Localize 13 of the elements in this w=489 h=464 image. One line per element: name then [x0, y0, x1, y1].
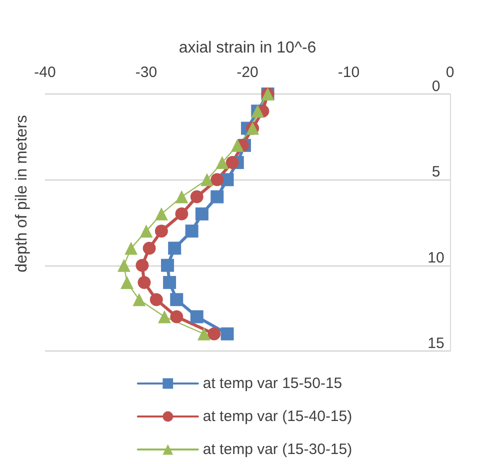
- y-tick-label: 10: [428, 249, 444, 266]
- legend-label: at temp var 15-50-15: [202, 375, 342, 392]
- legend-label: at temp var (15-30-15): [202, 441, 352, 458]
- x-tick-label: -10: [338, 64, 360, 81]
- y-axis-title: depth of pile in meters: [14, 115, 30, 272]
- y-tick-label: 5: [432, 164, 440, 181]
- x-tick-label: -20: [236, 64, 258, 81]
- legend-label: at temp var (15-40-15): [202, 408, 352, 425]
- x-tick-label: -40: [34, 64, 56, 81]
- x-tick-label: -30: [135, 64, 158, 81]
- y-tick-label: 15: [428, 335, 444, 352]
- x-axis-title: axial strain in 10^-6: [178, 40, 316, 56]
- y-tick-label: 0: [432, 78, 440, 95]
